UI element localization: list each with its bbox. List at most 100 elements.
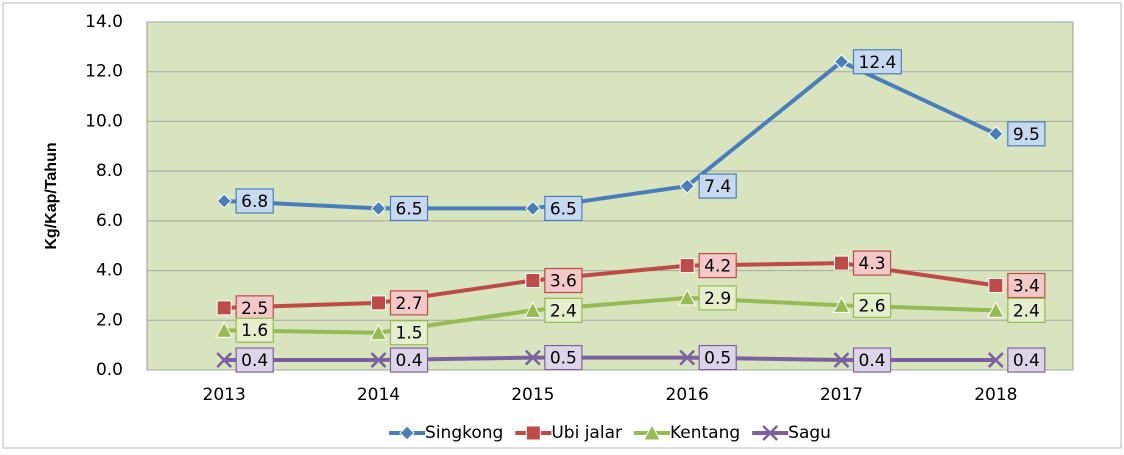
legend-label: Sagu bbox=[788, 423, 831, 443]
y-tick-label: 10.0 bbox=[85, 111, 123, 131]
data-label-text: 1.5 bbox=[396, 324, 423, 344]
marker bbox=[524, 349, 541, 366]
data-label: 12.4 bbox=[852, 49, 902, 75]
data-label-box bbox=[235, 188, 274, 214]
x-tick-label: 2014 bbox=[357, 385, 400, 405]
data-label-box bbox=[1007, 272, 1046, 299]
data-label-box bbox=[852, 347, 892, 373]
marker bbox=[525, 200, 541, 217]
data-label-box bbox=[544, 267, 583, 294]
marker bbox=[643, 423, 661, 441]
data-label-text: 2.6 bbox=[859, 296, 886, 316]
marker bbox=[215, 321, 234, 338]
data-label-box bbox=[389, 320, 429, 346]
data-label: 6.5 bbox=[389, 195, 429, 222]
data-label-box bbox=[389, 290, 429, 316]
data-label-box bbox=[235, 317, 274, 343]
data-label: 4.2 bbox=[698, 253, 737, 279]
data-label: 2.9 bbox=[698, 285, 737, 311]
marker bbox=[679, 258, 695, 274]
data-label-text: 12.4 bbox=[859, 53, 897, 73]
data-label-text: 2.7 bbox=[396, 294, 423, 314]
legend-item: Sagu bbox=[752, 423, 831, 443]
data-label-box bbox=[698, 253, 737, 279]
data-label: 0.4 bbox=[1007, 347, 1046, 373]
marker bbox=[833, 352, 850, 368]
legend-label: Ubi jalar bbox=[551, 423, 622, 443]
marker bbox=[523, 301, 542, 318]
data-label-box bbox=[235, 347, 274, 373]
data-label: 7.4 bbox=[698, 173, 737, 199]
data-label-text: 9.5 bbox=[1013, 125, 1040, 145]
data-label-text: 1.6 bbox=[241, 321, 268, 341]
data-label-box bbox=[544, 297, 583, 323]
marker bbox=[370, 200, 387, 217]
data-label-box bbox=[698, 344, 737, 371]
marker bbox=[216, 300, 232, 316]
data-label-text: 6.5 bbox=[550, 199, 577, 219]
data-label-text: 3.4 bbox=[1013, 276, 1040, 296]
marker bbox=[679, 178, 695, 194]
data-label-text: 0.4 bbox=[241, 351, 268, 371]
data-label-text: 2.4 bbox=[550, 301, 577, 321]
y-tick-label: 12.0 bbox=[85, 62, 123, 82]
legend-label: Singkong bbox=[425, 423, 503, 443]
data-label: 2.7 bbox=[389, 290, 429, 316]
data-label: 1.5 bbox=[389, 320, 429, 346]
marker bbox=[762, 425, 779, 441]
data-label: 0.4 bbox=[852, 347, 892, 373]
marker bbox=[833, 54, 850, 70]
data-label-text: 3.6 bbox=[550, 272, 577, 292]
x-tick-label: 2016 bbox=[666, 385, 709, 405]
data-label: 0.4 bbox=[389, 347, 429, 373]
data-label-box bbox=[852, 250, 892, 276]
data-label-box bbox=[852, 49, 902, 75]
data-label-text: 0.4 bbox=[1013, 351, 1040, 371]
marker bbox=[216, 352, 233, 368]
data-label: 4.3 bbox=[852, 250, 892, 276]
marker bbox=[399, 425, 415, 441]
marker bbox=[525, 425, 541, 441]
data-label: 2.6 bbox=[852, 292, 892, 318]
marker bbox=[216, 193, 232, 209]
data-label: 3.6 bbox=[544, 267, 583, 294]
legend-label: Kentang bbox=[670, 423, 740, 443]
data-label-text: 2.5 bbox=[241, 299, 268, 319]
data-label-text: 4.3 bbox=[859, 254, 886, 274]
marker bbox=[371, 295, 386, 311]
data-label-text: 6.8 bbox=[241, 192, 268, 212]
data-label: 0.4 bbox=[235, 347, 274, 373]
marker bbox=[370, 352, 387, 368]
data-label-box bbox=[389, 347, 429, 373]
marker bbox=[986, 301, 1005, 318]
data-label-text: 0.4 bbox=[396, 351, 423, 371]
marker bbox=[832, 296, 851, 313]
data-label: 1.6 bbox=[235, 317, 274, 343]
data-label-box bbox=[1007, 297, 1046, 323]
data-label: 2.4 bbox=[1007, 297, 1046, 323]
marker bbox=[988, 277, 1004, 293]
legend-item: Kentang bbox=[633, 423, 740, 443]
marker bbox=[369, 323, 388, 341]
data-label-box bbox=[698, 173, 737, 199]
x-tick-label: 2018 bbox=[974, 385, 1017, 405]
data-label: 2.4 bbox=[544, 297, 583, 323]
x-tick-label: 2015 bbox=[511, 385, 554, 405]
data-label: 6.5 bbox=[544, 195, 583, 222]
marker bbox=[679, 349, 696, 366]
marker bbox=[988, 126, 1004, 142]
data-label-text: 7.4 bbox=[704, 177, 731, 197]
data-label-text: 6.5 bbox=[396, 199, 423, 219]
data-label: 9.5 bbox=[1007, 121, 1046, 147]
data-label: 2.5 bbox=[235, 295, 274, 321]
data-label-box bbox=[1007, 121, 1046, 147]
data-label-text: 0.4 bbox=[859, 351, 886, 371]
data-label-box bbox=[235, 295, 274, 321]
data-label: 0.5 bbox=[698, 344, 737, 371]
y-axis-title: Kg/Kap/Tahun bbox=[43, 142, 60, 249]
y-tick-label: 14.0 bbox=[85, 12, 123, 32]
data-label-text: 4.2 bbox=[704, 257, 731, 277]
y-tick-label: 2.0 bbox=[96, 310, 123, 330]
